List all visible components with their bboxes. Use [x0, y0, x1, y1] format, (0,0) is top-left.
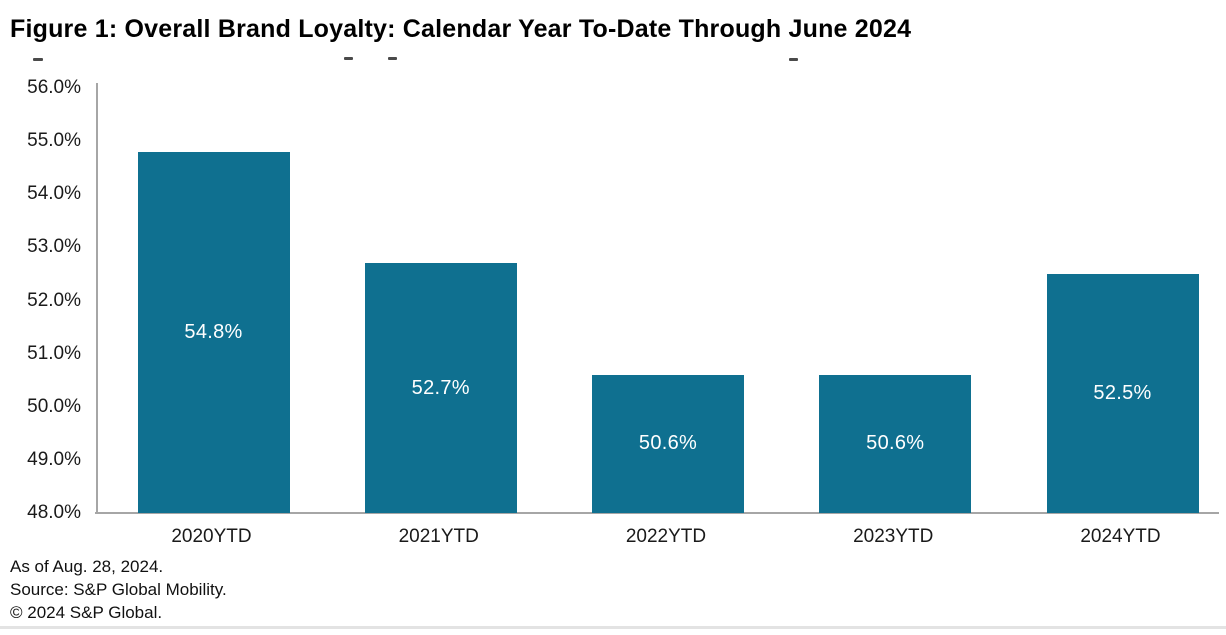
y-axis-tick-label: 54.0%: [27, 183, 81, 205]
x-axis-category-label: 2021YTD: [398, 526, 479, 547]
bar-2024YTD: 52.5%: [1046, 273, 1199, 513]
x-axis-category-label: 2022YTD: [625, 526, 707, 547]
footnotes: As of Aug. 28, 2024. Source: S&P Global …: [10, 555, 227, 624]
clipped-text-artifact: [388, 57, 397, 60]
y-axis-tick-label: 50.0%: [27, 395, 81, 417]
bar-2020YTD: 54.8%: [137, 151, 290, 513]
bar-value-label: 52.7%: [411, 376, 470, 399]
y-axis-line: [96, 83, 98, 513]
y-axis-tick-label: 49.0%: [27, 448, 81, 470]
clipped-text-artifact: [344, 57, 353, 60]
bar-2022YTD: 50.6%: [592, 374, 744, 513]
clipped-text-artifact: [33, 58, 43, 61]
x-axis-line: [95, 512, 1219, 514]
x-axis-category-label: 2020YTD: [171, 526, 252, 547]
bar-value-label: 50.6%: [638, 432, 698, 455]
bar-value-label: 54.8%: [184, 320, 243, 343]
bar-2021YTD: 52.7%: [364, 263, 517, 513]
footnote-as-of: As of Aug. 28, 2024.: [10, 557, 164, 576]
bar-2023YTD: 50.6%: [819, 374, 972, 513]
bar-value-label: 52.5%: [1093, 381, 1152, 404]
footnote-copyright: © 2024 S&P Global.: [10, 603, 163, 622]
y-axis-tick-label: 52.0%: [27, 289, 81, 311]
bottom-divider: [0, 626, 1226, 629]
x-axis-category-label: 2023YTD: [853, 526, 934, 547]
y-axis-tick-label: 51.0%: [27, 342, 81, 364]
figure-title: Figure 1: Overall Brand Loyalty: Calenda…: [10, 15, 912, 43]
clipped-text-artifact: [789, 58, 798, 61]
bar-value-label: 50.6%: [866, 432, 925, 455]
y-axis-tick-label: 48.0%: [27, 502, 81, 523]
x-axis-category-label: 2024YTD: [1080, 526, 1161, 547]
y-axis-tick-label: 56.0%: [27, 77, 81, 98]
y-axis-tick-label: 53.0%: [27, 236, 81, 258]
footnote-source: Source: S&P Global Mobility.: [10, 580, 227, 599]
y-axis-tick-label: 55.0%: [27, 130, 81, 152]
